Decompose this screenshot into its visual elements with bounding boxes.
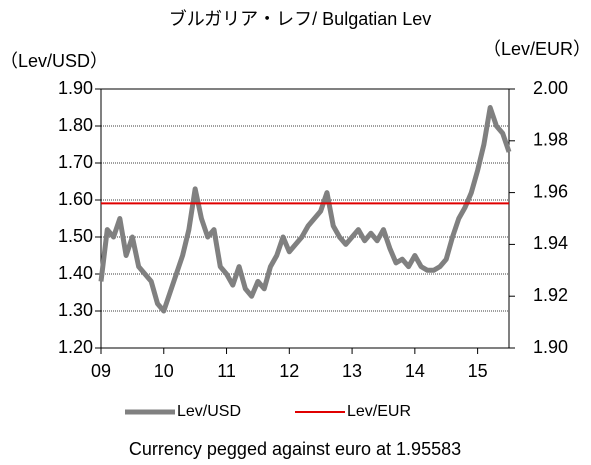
legend-label: Lev/EUR (347, 403, 411, 420)
x-tick-label: 10 (154, 361, 174, 381)
x-tick-label: 12 (279, 361, 299, 381)
y2-tick-label: 1.98 (533, 130, 568, 150)
x-tick-label: 09 (91, 361, 111, 381)
x-tick-label: 14 (405, 361, 425, 381)
y-tick-label: 1.50 (58, 226, 93, 246)
plot-frame (100, 88, 510, 349)
y2-tick-label: 1.90 (533, 337, 568, 357)
chart-title: ブルガリア・レフ/ Bulgatian Lev (169, 8, 432, 29)
y2-tick-label: 1.92 (533, 285, 568, 305)
y-tick-label: 1.20 (58, 337, 93, 357)
annotation: Currency pegged against euro at 1.95583 (129, 439, 461, 459)
y-tick-label: 1.40 (58, 263, 93, 283)
y2-axis-label: （Lev/EUR） (483, 39, 591, 59)
legend-label: Lev/USD (177, 403, 241, 420)
x-tick-label: 13 (342, 361, 362, 381)
y-tick-label: 1.90 (58, 78, 93, 98)
x-tick-label: 11 (217, 361, 236, 381)
y2-tick-label: 1.94 (533, 233, 568, 253)
series-line (98, 105, 512, 314)
y-tick-label: 1.80 (58, 115, 93, 135)
y2-tick-label: 1.96 (533, 181, 568, 201)
y-tick-label: 1.30 (58, 300, 93, 320)
x-tick-label: 15 (468, 361, 488, 381)
y2-tick-label: 2.00 (533, 78, 568, 98)
y-tick-label: 1.60 (58, 189, 93, 209)
y-tick-label: 1.70 (58, 152, 93, 172)
y-axis-label: （Lev/USD） (0, 51, 108, 71)
